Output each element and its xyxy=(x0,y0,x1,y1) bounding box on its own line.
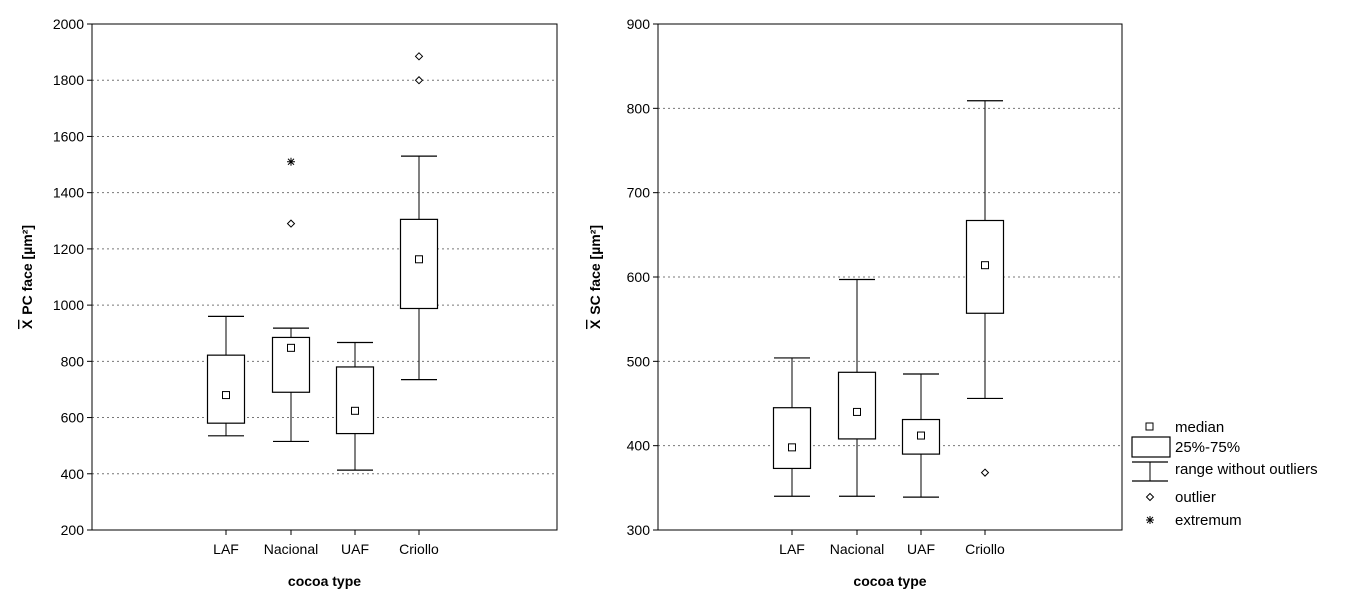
median-marker xyxy=(981,261,989,270)
median-marker xyxy=(415,255,423,264)
y-axis-label-text: SC face [µm²] xyxy=(587,225,603,315)
y-axis-label: X PC face [µm²] xyxy=(19,225,35,329)
y-tick-label: 600 xyxy=(627,269,651,285)
box-nacional xyxy=(837,278,877,497)
median-marker xyxy=(222,391,230,400)
iqr-box xyxy=(206,354,246,424)
median-marker xyxy=(351,406,359,415)
extremum-point xyxy=(287,157,295,166)
iqr-box xyxy=(837,371,877,440)
y-axis-label-symbol: X xyxy=(19,319,35,329)
y-tick-label: 800 xyxy=(627,100,651,116)
legend-label: extremum xyxy=(1175,512,1242,529)
y-tick-label: 400 xyxy=(627,438,651,454)
x-tick-label: Criollo xyxy=(399,541,439,557)
y-tick-label: 1200 xyxy=(53,241,84,257)
y-tick-label: 900 xyxy=(627,16,651,32)
legend-item-whisker: range without outliers xyxy=(1132,461,1318,482)
iqr-box xyxy=(772,407,812,470)
y-tick-label: 800 xyxy=(61,353,85,369)
y-tick-label: 1800 xyxy=(53,72,84,88)
outlier-point xyxy=(980,468,990,477)
x-tick-label: Nacional xyxy=(830,541,884,557)
y-tick-label: 600 xyxy=(61,410,85,426)
x-axis-label: cocoa type xyxy=(288,573,361,589)
y-axis-label-symbol: X xyxy=(587,319,603,329)
median-marker xyxy=(917,431,925,440)
x-tick-label: Nacional xyxy=(264,541,318,557)
outlier-point xyxy=(286,219,296,228)
legend-item-outlier: outlier xyxy=(1145,489,1216,506)
x-tick-label: UAF xyxy=(907,541,935,557)
y-tick-label: 300 xyxy=(627,522,651,538)
x-axis-label: cocoa type xyxy=(853,573,926,589)
median-marker xyxy=(287,343,295,352)
y-axis-label: X SC face [µm²] xyxy=(587,225,603,329)
iqr-box xyxy=(399,218,439,310)
legend-median-symbol xyxy=(1145,422,1154,431)
box-uaf xyxy=(335,341,375,471)
iqr-box xyxy=(335,366,375,435)
y-tick-label: 1400 xyxy=(53,185,84,201)
x-tick-label: LAF xyxy=(213,541,239,557)
legend-label: 25%-75% xyxy=(1175,439,1240,456)
box-criollo xyxy=(965,100,1005,477)
chart-pc-face: 200 400 600 800 1000 1200 1400 1600 1800 2000 LAF N… xyxy=(19,16,558,589)
box-laf xyxy=(206,315,246,437)
box-criollo xyxy=(399,52,439,381)
chart-sc-face: 300 400 500 600 700 800 900 LAF Nacional UAF Criol… xyxy=(587,16,1123,589)
legend-outlier-symbol xyxy=(1145,492,1155,502)
y-tick-label: 400 xyxy=(61,466,85,482)
legend-label: median xyxy=(1175,419,1224,436)
y-tick-label: 500 xyxy=(627,353,651,369)
plot-frame xyxy=(91,23,558,531)
legend: median 25%-75% range without outliers outli… xyxy=(1131,419,1318,529)
legend-item-median: median xyxy=(1145,419,1224,436)
legend-item-extremum: extremum xyxy=(1146,512,1242,529)
legend-label: range without outliers xyxy=(1175,461,1318,478)
legend-label: outlier xyxy=(1175,489,1216,506)
legend-item-box: 25%-75% xyxy=(1131,436,1240,458)
box-nacional xyxy=(271,157,311,443)
box-uaf xyxy=(901,373,941,498)
legend-box-symbol xyxy=(1131,436,1171,458)
y-axis-label-text: PC face [µm²] xyxy=(19,225,35,315)
box-laf xyxy=(772,357,812,497)
y-tick-label: 200 xyxy=(61,522,85,538)
y-tick-label: 1600 xyxy=(53,128,84,144)
y-tick-label: 700 xyxy=(627,185,651,201)
median-marker xyxy=(788,443,796,452)
outlier-point xyxy=(414,52,424,61)
legend-extremum-symbol xyxy=(1146,516,1154,524)
y-tick-label: 2000 xyxy=(53,16,84,32)
y-tick-label: 1000 xyxy=(53,297,84,313)
plot-frame xyxy=(657,23,1123,531)
x-tick-label: Criollo xyxy=(965,541,1005,557)
x-tick-label: LAF xyxy=(779,541,805,557)
median-marker xyxy=(853,407,861,416)
x-tick-label: UAF xyxy=(341,541,369,557)
outlier-point xyxy=(414,76,424,85)
